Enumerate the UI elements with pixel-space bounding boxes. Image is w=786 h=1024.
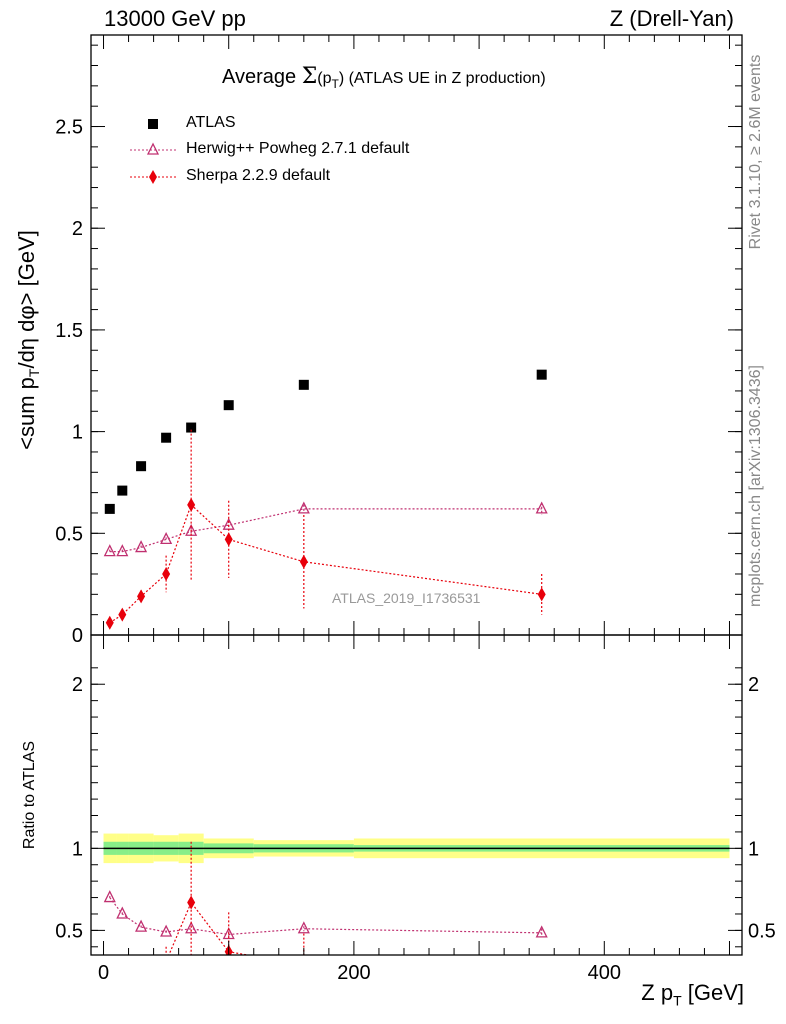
ratio-y-tick-label: 1: [72, 838, 83, 860]
marker-square: [186, 422, 197, 433]
series-herwig: [103, 890, 548, 940]
ratio-y-tick-label-right: 1: [748, 838, 759, 860]
marker-diamond: [137, 589, 146, 604]
main-panel-series: [103, 369, 548, 630]
marker-triangle: [146, 142, 160, 155]
marker-triangle: [185, 921, 198, 934]
marker-diamond: [224, 532, 233, 547]
y-tick-label: 2.5: [55, 117, 83, 139]
legend-label-sherpa: Sherpa 2.2.9 default: [186, 167, 331, 184]
title-sigma: Σ: [301, 64, 318, 89]
marker-triangle: [135, 540, 148, 553]
title-prefix: Average: [222, 66, 302, 88]
xlabel-main: Z p: [641, 980, 674, 1005]
site-text: mcplots.cern.ch [arXiv:1306.3436]: [747, 365, 764, 607]
y-tick-label: 1: [72, 422, 83, 444]
title-arg-open: (p: [317, 70, 332, 87]
marker-square: [117, 485, 128, 496]
marker-diamond: [105, 615, 114, 630]
series-line: [109, 503, 542, 624]
process-label: Z (Drell-Yan): [609, 6, 734, 31]
title-arg-close: ): [338, 70, 345, 87]
marker-triangle: [222, 517, 235, 530]
series-line: [168, 901, 251, 955]
y-tick-label: 0: [72, 625, 83, 647]
x-tick-label: 400: [588, 962, 621, 984]
ratio-series-clipped: [103, 841, 548, 955]
marker-triangle: [297, 921, 310, 934]
marker-triangle: [297, 501, 310, 514]
marker-triangle: [160, 531, 173, 545]
plot-title: Average Σ(pT) (ATLAS UE in Z production): [222, 64, 546, 91]
marker-square: [161, 432, 172, 443]
series-line: [109, 508, 542, 553]
marker-triangle: [116, 906, 129, 919]
x-tick-label: 0: [98, 962, 109, 984]
ratio-frame: [90, 634, 743, 956]
marker-square: [536, 369, 547, 380]
ylabel-main-rest: /dη dφ> [GeV]: [13, 230, 39, 369]
marker-square: [136, 461, 147, 472]
marker-triangle: [103, 544, 116, 557]
marker-diamond: [299, 554, 308, 569]
marker-triangle: [222, 927, 235, 940]
legend-markers: [130, 119, 176, 184]
ratio-y-tick-label: 2: [72, 674, 83, 696]
marker-square: [104, 503, 115, 514]
title-arg-sub: T: [331, 77, 339, 91]
axes-frames: 0 0.5 1 1.5 2 2.5 0.5 0.5 1 1 2 2 0 200 400: [55, 34, 776, 984]
marker-diamond: [187, 497, 196, 512]
ratio-y-tick-label-right: 0.5: [748, 920, 776, 942]
marker-triangle: [116, 544, 129, 557]
series-sherpa: [105, 429, 546, 630]
y-tick-label: 0.5: [55, 523, 83, 545]
y-tick-label: 2: [72, 218, 83, 240]
marker-square: [148, 119, 158, 129]
marker-triangle: [160, 924, 173, 937]
marker-diamond: [118, 607, 127, 622]
marker-diamond: [537, 587, 546, 602]
marker-triangle: [535, 501, 548, 514]
rivet-version-text: Rivet 3.1.10, ≥ 2.6M events: [747, 54, 764, 250]
marker-triangle: [135, 919, 148, 932]
series-herwig: [103, 501, 548, 557]
marker-square: [223, 400, 234, 411]
marker-diamond: [187, 895, 196, 910]
legend-label-herwig: Herwig++ Powheg 2.7.1 default: [186, 140, 410, 157]
marker-triangle: [103, 890, 116, 903]
legend-label-atlas: ATLAS: [186, 114, 236, 131]
ratio-uncertainty-bands: [103, 833, 730, 864]
marker-square: [298, 379, 309, 390]
ylabel-main-sub: T: [26, 368, 43, 378]
x-axis-label: Z pT [GeV]: [641, 980, 744, 1008]
series-line: [109, 897, 542, 936]
ylabel-main-text: <sum p: [13, 377, 39, 450]
x-tick-label: 200: [337, 962, 370, 984]
marker-triangle: [535, 925, 548, 938]
series-sherpa: [165, 841, 305, 955]
ylabel-ratio-text: Ratio to ATLAS: [21, 740, 38, 850]
y-tick-label: 1.5: [55, 320, 83, 342]
ratio-y-tick-label: 0.5: [55, 920, 83, 942]
analysis-watermark: ATLAS_2019_I1736531: [332, 590, 481, 606]
title-suffix: (ATLAS UE in Z production): [344, 70, 546, 87]
ratio-panel-series: [103, 841, 548, 955]
xlabel-unit: [GeV]: [681, 980, 744, 1005]
energy-label: 13000 GeV pp: [104, 6, 246, 31]
marker-diamond: [149, 170, 157, 184]
xlabel-sub: T: [673, 992, 682, 1009]
marker-diamond: [162, 566, 171, 581]
ratio-y-tick-label-right: 2: [748, 674, 759, 696]
series-atlas: [104, 369, 547, 514]
